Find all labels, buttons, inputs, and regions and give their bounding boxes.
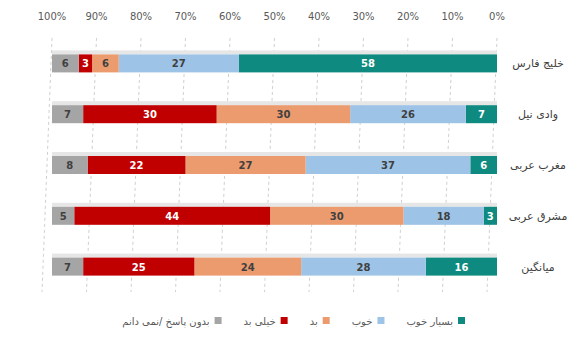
bar-segment: [83, 105, 217, 123]
tick-label: 20%: [397, 11, 419, 22]
category-label: مغرب عربی: [510, 159, 566, 172]
tick-label: 40%: [308, 11, 330, 22]
bar-segment: [74, 207, 270, 225]
bar-segment: [484, 207, 497, 225]
legend-label: بد: [310, 316, 318, 327]
chart: 0%10%20%30%40%50%60%70%80%90%100%5827636…: [0, 0, 582, 346]
legend-label: خوب: [352, 316, 373, 327]
grid-line: [42, 38, 52, 292]
data-label: 27: [172, 58, 186, 69]
category-label: خلیج فارس: [512, 57, 564, 70]
bar-segment: [426, 258, 497, 276]
data-label: 22: [130, 160, 144, 171]
grid: [42, 38, 497, 292]
tick-label: 70%: [174, 11, 196, 22]
data-label: 6: [102, 58, 109, 69]
bar-depth: [52, 254, 497, 258]
data-label: 7: [64, 109, 71, 120]
tick-label: 80%: [130, 11, 152, 22]
legend-label: بدون پاسخ /نمی دانم: [122, 316, 209, 328]
data-label: 44: [165, 211, 179, 222]
legend-swatch: [377, 317, 384, 324]
data-label: 30: [330, 211, 344, 222]
data-label: 37: [381, 160, 395, 171]
data-label: 16: [454, 262, 468, 273]
tick-label: 60%: [219, 11, 241, 22]
legend-swatch: [215, 317, 222, 324]
data-label: 25: [132, 262, 146, 273]
data-label: 58: [361, 58, 375, 69]
bar-segment: [301, 258, 426, 276]
bar-segment: [404, 207, 484, 225]
bar-segment: [52, 258, 83, 276]
legend-label: بسیار خوب: [406, 316, 453, 327]
bar-segment: [52, 156, 88, 174]
bar-segment: [306, 156, 471, 174]
category-label: میانگین: [521, 261, 555, 274]
data-label: 18: [437, 211, 451, 222]
data-label: 7: [64, 262, 71, 273]
tick-label: 50%: [263, 11, 285, 22]
data-label: 7: [478, 109, 485, 120]
bar-segment: [52, 105, 83, 123]
bar-depth: [52, 50, 497, 54]
legend-swatch: [458, 317, 465, 324]
tick-label: 100%: [38, 11, 67, 22]
data-label: 28: [357, 262, 371, 273]
bar-depth: [52, 101, 497, 105]
bar-segment: [350, 105, 466, 123]
data-label: 27: [239, 160, 253, 171]
data-label: 3: [487, 211, 494, 222]
bar-segment: [466, 105, 497, 123]
bar-segment: [239, 54, 497, 72]
bars: [52, 50, 497, 275]
data-label: 24: [241, 262, 255, 273]
bar-segment: [88, 156, 186, 174]
bar-segment: [92, 54, 119, 72]
bar-segment: [83, 258, 194, 276]
bar-segment: [270, 207, 404, 225]
data-label: 26: [401, 109, 415, 120]
data-label: 5: [60, 211, 67, 222]
data-label: 30: [276, 109, 290, 120]
data-label: 30: [143, 109, 157, 120]
bar-segment: [186, 156, 306, 174]
legend-swatch: [323, 317, 330, 324]
data-labels: 58 27 6 3 6 7 26 30 30 7 6 37 27 22 8 3 18 30 44 5 16 28 24 25 7: [60, 58, 494, 272]
legend-swatch: [281, 317, 288, 324]
bar-segment: [52, 207, 74, 225]
tick-label: 30%: [352, 11, 374, 22]
bar-depth: [52, 152, 497, 156]
tick-label: 10%: [441, 11, 463, 22]
tick-label: 90%: [85, 11, 107, 22]
bar-segment: [194, 258, 301, 276]
bar-segment: [79, 54, 92, 72]
bar-segment: [470, 156, 497, 174]
tick-label: 0%: [489, 11, 505, 22]
legend: بسیار خوب خوب بد خیلی بد بدون پاسخ /نمی دانم: [122, 316, 465, 328]
bar-segment: [52, 54, 79, 72]
category-label: وادی نیل: [518, 108, 558, 121]
data-label: 6: [62, 58, 69, 69]
bar-segment: [119, 54, 239, 72]
category-label: مشرق عربی: [509, 210, 568, 223]
data-label: 8: [66, 160, 73, 171]
legend-label: خیلی بد: [244, 316, 276, 327]
bar-segment: [217, 105, 351, 123]
data-label: 6: [480, 160, 487, 171]
data-label: 3: [82, 58, 89, 69]
bar-depth: [52, 203, 497, 207]
